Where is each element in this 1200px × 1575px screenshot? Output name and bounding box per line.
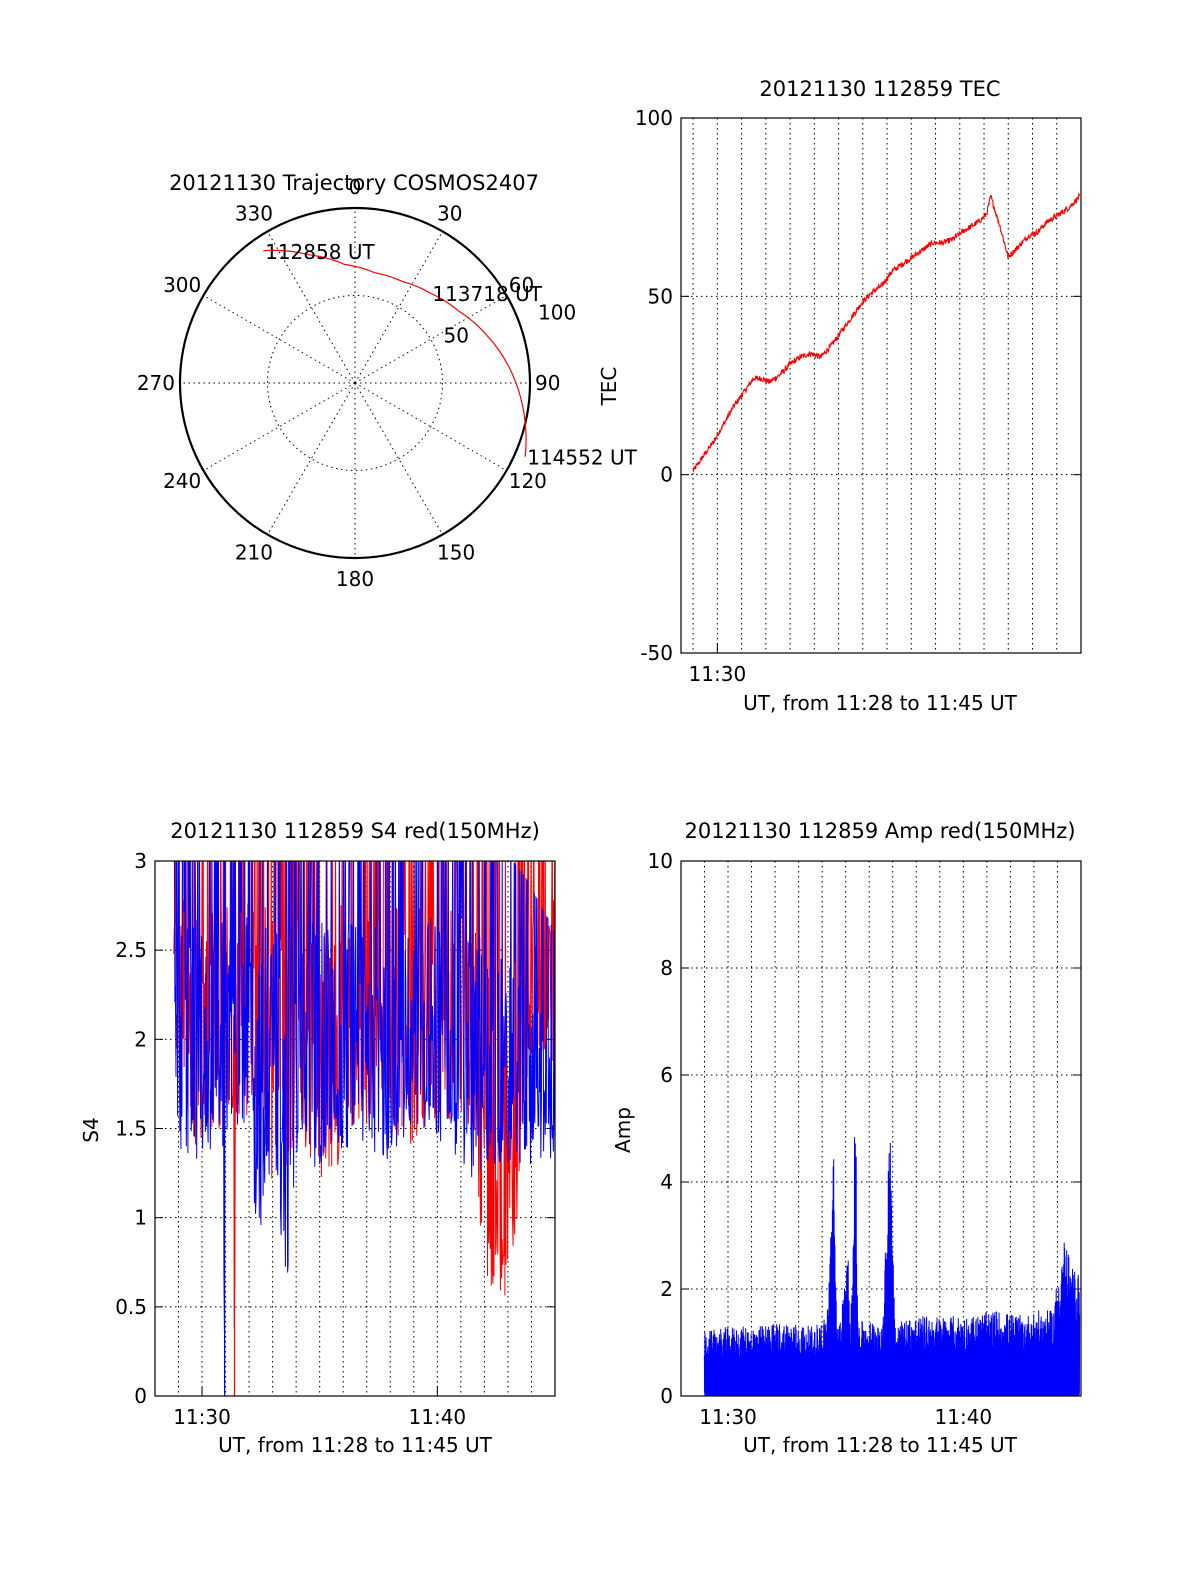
amp-ylabel: Amp [611,1107,635,1153]
azimuth-label: 90 [535,371,560,395]
y-tick-label: 0 [660,463,673,487]
y-tick-label: 1.5 [115,1117,147,1141]
tec-xlabel: UT, from 11:28 to 11:45 UT [743,691,1018,715]
y-tick-label: -50 [640,641,673,665]
x-tick-label: 11:30 [173,1405,231,1429]
amp-series-fill [704,1245,1080,1396]
tec-series-line [692,192,1081,472]
y-tick-label: 2 [660,1277,673,1301]
polar-spoke [354,295,507,384]
s4-ylabel: S4 [79,1117,103,1142]
x-tick-label: 11:30 [689,662,747,686]
polar-grid [178,206,532,560]
tec-title: 20121130 112859 TEC [759,77,1000,101]
x-tick-label: 11:40 [935,1405,993,1429]
polar-grid-ring [267,295,443,471]
s4-frame [154,860,556,1397]
tec-plot-area: -50 0 50 100 11:30 [635,106,1081,686]
amp-chart: 20121130 112859 Amp red(150MHz) UT, from… [611,819,1082,1457]
trajectory-polar-plot: 20121130 Trajectory COSMOS2407 0 30 60 90 12… [137,171,638,591]
tec-series-group [692,192,1081,472]
trajectory-line [263,249,527,457]
polar-spoke [354,382,443,535]
y-tick-label: 100 [635,106,673,130]
azimuth-label: 330 [235,201,273,225]
azimuth-label: 300 [163,273,201,297]
trajectory-time-annotation: 112858 UT [265,240,375,264]
azimuth-label: 120 [509,469,547,493]
tec-frame [680,117,1082,654]
azimuth-label: 150 [437,541,475,565]
radial-tick-label: 100 [538,301,576,325]
y-tick-label: 50 [648,284,673,308]
polar-trajectory-series [263,249,527,457]
polar-spoke [203,382,356,471]
tec-chart: 20121130 112859 TEC UT, from 11:28 to 11… [597,77,1082,715]
s4-title: 20121130 112859 S4 red(150MHz) [170,819,540,843]
amp-plot-area: 0 2 4 6 8 10 11:30 11:40 [648,849,1081,1429]
tec-ylabel: TEC [597,367,621,407]
y-tick-label: 0 [134,1384,147,1408]
azimuth-label: 180 [336,567,374,591]
y-tick-label: 3 [134,849,147,873]
polar-annotations: 112858 UT 113718 UT 114552 UT [265,240,637,470]
polar-spoke [267,382,356,535]
polar-azimuth-labels: 0 30 60 90 120 150 180 210 240 270 300 330 50 100 [137,175,576,591]
polar-spoke [354,382,507,471]
x-tick-label: 11:40 [409,1405,467,1429]
trajectory-title: 20121130 Trajectory COSMOS2407 [169,171,539,195]
y-tick-label: 0.5 [115,1295,147,1319]
y-tick-label: 0 [660,1384,673,1408]
azimuth-label: 270 [137,371,175,395]
s4-xlabel: UT, from 11:28 to 11:45 UT [218,1433,493,1457]
y-tick-label: 6 [660,1063,673,1087]
y-tick-label: 1 [134,1206,147,1230]
radial-tick-label: 50 [444,323,469,347]
trajectory-time-annotation: 114552 UT [527,446,637,470]
y-tick-label: 2 [134,1027,147,1051]
s4-series-group [173,861,555,1396]
y-tick-label: 4 [660,1170,673,1194]
y-tick-label: 2.5 [115,938,147,962]
amp-frame [680,860,1082,1397]
amp-series-group [703,1137,1081,1396]
azimuth-label: 210 [235,541,273,565]
amp-xlabel: UT, from 11:28 to 11:45 UT [743,1433,1018,1457]
azimuth-label: 0 [349,175,362,199]
s4-plot-area: 0 0.5 1 1.5 2 2.5 3 11:30 11:40 [115,849,555,1429]
x-tick-label: 11:30 [699,1405,757,1429]
s4-chart: 20121130 112859 S4 red(150MHz) UT, from … [79,819,556,1457]
azimuth-label: 240 [163,469,201,493]
y-tick-label: 10 [648,849,673,873]
polar-outer-ring [178,206,532,560]
y-tick-label: 8 [660,956,673,980]
trajectory-time-annotation: 113718 UT [432,282,542,306]
polar-spoke [267,231,356,384]
amp-series-line [703,1137,1081,1396]
azimuth-label: 30 [437,201,462,225]
polar-spoke [354,231,443,384]
azimuth-label: 60 [509,273,534,297]
amp-title: 20121130 112859 Amp red(150MHz) [684,819,1075,843]
polar-spoke [203,295,356,384]
s4-series-line [173,861,555,1332]
